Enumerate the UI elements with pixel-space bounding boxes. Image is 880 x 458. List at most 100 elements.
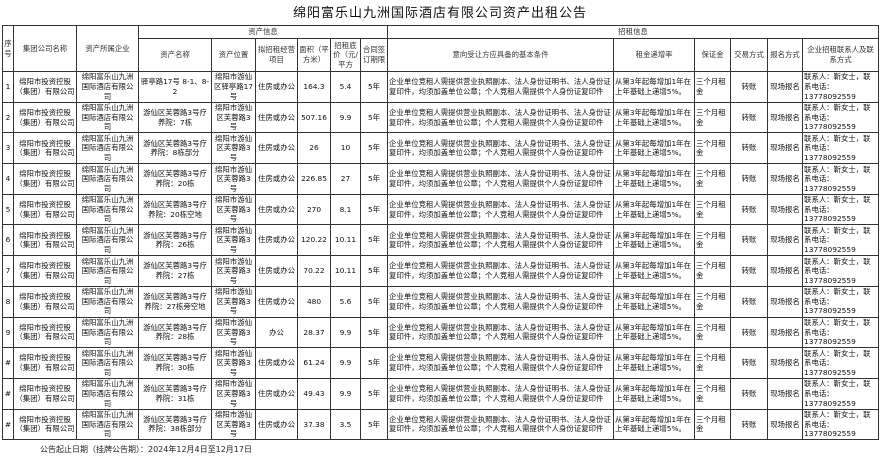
table-row: # 绵阳市投资控股（集团）有限公司 绵阳富乐山九洲国际酒店有限公司 游仙区芙蓉路3号疗… — [2, 377, 880, 410]
cell-deposit: 三个月租金 — [694, 377, 732, 410]
table-row: 4 绵阳市投资控股（集团）有限公司 绵阳富乐山九洲国际酒店有限公司 游仙区芙蓉路3号疗… — [2, 163, 880, 195]
cell-location: 绵阳市游仙区芙蓉路3号 — [211, 316, 256, 349]
cell-growth: 从第3年起每增加1年在上年基础上递增5%。 — [613, 132, 696, 165]
cell-seq: 8 — [2, 285, 14, 318]
cell-name: 游仙区芙蓉路3号疗养院：7栋 — [138, 101, 212, 134]
cell-company: 绵阳富乐山九洲国际酒店有限公司 — [76, 408, 139, 441]
cell-name: 游仙区芙蓉路3号疗养院：27栋 — [138, 255, 212, 287]
cell-deposit: 三个月租金 — [694, 71, 732, 103]
cell-contact: 联系人：靳女士，联系电话：13778092559 — [802, 285, 880, 318]
cell-location: 绵阳市游仙区芙蓉路3号 — [211, 224, 256, 257]
cell-seq: # — [2, 408, 14, 441]
cell-signup: 现场报名 — [767, 255, 804, 287]
cell-price: 8.1 — [330, 193, 361, 226]
cell-group: 绵阳市投资控股（集团）有限公司 — [13, 163, 77, 195]
header-area: 面积（平方米） — [297, 38, 331, 72]
header-asset-name: 资产名称 — [138, 38, 212, 72]
cell-term: 5年 — [359, 316, 389, 349]
cell-conditions: 企业单位竞租人需提供营业执照副本、法人身份证明书、法人身份证复印件，均须加盖单位… — [387, 408, 615, 441]
cell-seq: 5 — [2, 193, 14, 226]
cell-location: 绵阳市游仙区芙蓉路3号 — [211, 408, 256, 441]
cell-company: 绵阳富乐山九洲国际酒店有限公司 — [76, 316, 139, 349]
cell-company: 绵阳富乐山九洲国际酒店有限公司 — [76, 255, 139, 287]
cell-company: 绵阳富乐山九洲国际酒店有限公司 — [76, 101, 139, 134]
table-row: 7 绵阳市投资控股（集团）有限公司 绵阳富乐山九洲国际酒店有限公司 游仙区芙蓉路3号疗… — [2, 255, 880, 287]
cell-deposit: 三个月租金 — [694, 224, 732, 257]
cell-name: 游仙区芙蓉路3号疗养院：20栋 — [138, 163, 212, 195]
header-lease-info: 招租信息 — [387, 25, 880, 39]
table-row: 8 绵阳市投资控股（集团）有限公司 绵阳富乐山九洲国际酒店有限公司 游仙区芙蓉路3号疗… — [2, 285, 880, 318]
cell-growth: 从第3年起每增加1年在上年基础上递增5%。 — [613, 347, 696, 379]
cell-purpose: 住房或办公 — [255, 377, 298, 410]
cell-deposit: 三个月租金 — [694, 163, 732, 195]
cell-location: 绵阳市游仙区芙蓉路3号 — [211, 347, 256, 379]
cell-growth: 从第3年起每增加1年在上年基础上递增5%。 — [613, 224, 696, 257]
cell-company: 绵阳富乐山九洲国际酒店有限公司 — [76, 377, 139, 410]
cell-company: 绵阳富乐山九洲国际酒店有限公司 — [76, 285, 139, 318]
cell-location: 绵阳市游仙区芙蓉路3号 — [211, 163, 256, 195]
cell-trade: 转账 — [730, 285, 769, 318]
cell-term: 5年 — [359, 224, 389, 257]
cell-conditions: 企业单位竞租人需提供营业执照副本、法人身份证明书、法人身份证复印件，均须加盖单位… — [387, 101, 615, 134]
cell-group: 绵阳市投资控股（集团）有限公司 — [13, 224, 77, 257]
cell-group: 绵阳市投资控股（集团）有限公司 — [13, 316, 77, 349]
cell-conditions: 企业单位竞租人需提供营业执照副本、法人身份证明书、法人身份证复印件，均须加盖单位… — [387, 71, 615, 103]
cell-deposit: 三个月租金 — [694, 193, 732, 226]
cell-group: 绵阳市投资控股（集团）有限公司 — [13, 71, 77, 103]
cell-deposit: 三个月租金 — [694, 285, 732, 318]
cell-contact: 联系人：靳女士，联系电话：13778092559 — [802, 316, 880, 349]
cell-purpose: 住房或办公 — [255, 71, 298, 103]
cell-company: 绵阳富乐山九洲国际酒店有限公司 — [76, 163, 139, 195]
cell-signup: 现场报名 — [767, 347, 804, 379]
header-seq: 序号 — [2, 25, 14, 72]
cell-price: 5.6 — [330, 285, 361, 318]
cell-contact: 联系人：靳女士，联系电话：13778092559 — [802, 347, 880, 379]
cell-conditions: 企业单位竞租人需提供营业执照副本、法人身份证明书、法人身份证复印件，均须加盖单位… — [387, 193, 615, 226]
cell-term: 5年 — [359, 347, 389, 379]
cell-term: 5年 — [359, 377, 389, 410]
cell-signup: 现场报名 — [767, 71, 804, 103]
cell-seq: 9 — [2, 316, 14, 349]
cell-seq: 4 — [2, 163, 14, 195]
cell-deposit: 三个月租金 — [694, 408, 732, 441]
cell-conditions: 企业单位竞租人需提供营业执照副本、法人身份证明书、法人身份证复印件，均须加盖单位… — [387, 255, 615, 287]
cell-trade: 转账 — [730, 101, 769, 134]
cell-company: 绵阳富乐山九洲国际酒店有限公司 — [76, 193, 139, 226]
table-row: 6 绵阳市投资控股（集团）有限公司 绵阳富乐山九洲国际酒店有限公司 游仙区芙蓉路3号疗… — [2, 224, 880, 257]
cell-contact: 联系人：靳女士，联系电话：13778092559 — [802, 101, 880, 134]
cell-trade: 转账 — [730, 132, 769, 165]
cell-price: 10.11 — [330, 255, 361, 287]
cell-trade: 转账 — [730, 408, 769, 441]
cell-conditions: 企业单位竞租人需提供营业执照副本、法人身份证明书、法人身份证复印件，均须加盖单位… — [387, 285, 615, 318]
cell-conditions: 企业单位竞租人需提供营业执照副本、法人身份证明书、法人身份证复印件，均须加盖单位… — [387, 377, 615, 410]
cell-price: 3.5 — [330, 408, 361, 441]
cell-company: 绵阳富乐山九洲国际酒店有限公司 — [76, 71, 139, 103]
cell-growth: 从第3年起每增加1年在上年基础上递增5%。 — [613, 408, 696, 441]
cell-name: 游仙区芙蓉路3号疗养院：38栋部分 — [138, 408, 212, 441]
cell-area: 270 — [297, 193, 331, 226]
cell-area: 507.16 — [297, 101, 331, 134]
cell-growth: 从第3年起每增加1年在上年基础上递增5%。 — [613, 255, 696, 287]
cell-location: 绵阳市游仙区芙蓉路3号 — [211, 132, 256, 165]
cell-area: 70.22 — [297, 255, 331, 287]
cell-area: 37.38 — [297, 408, 331, 441]
cell-growth: 从第3年起每增加1年在上年基础上递增5%。 — [613, 163, 696, 195]
cell-trade: 转账 — [730, 316, 769, 349]
cell-growth: 从第3年起每增加1年在上年基础上递增5%。 — [613, 71, 696, 103]
cell-purpose: 办公 — [255, 316, 298, 349]
cell-group: 绵阳市投资控股（集团）有限公司 — [13, 101, 77, 134]
cell-conditions: 企业单位竞租人需提供营业执照副本、法人身份证明书、法人身份证复印件，均须加盖单位… — [387, 316, 615, 349]
cell-deposit: 三个月租金 — [694, 132, 732, 165]
cell-purpose: 住房或办公 — [255, 101, 298, 134]
cell-location: 绵阳市游仙区芙蓉路3号 — [211, 101, 256, 134]
cell-price: 10 — [330, 132, 361, 165]
cell-growth: 从第3年起每增加1年在上年基础上递增5%。 — [613, 101, 696, 134]
cell-price: 10.11 — [330, 224, 361, 257]
cell-signup: 现场报名 — [767, 285, 804, 318]
cell-seq: 1 — [2, 71, 14, 103]
cell-conditions: 企业单位竞租人需提供营业执照副本、法人身份证明书、法人身份证复印件，均须加盖单位… — [387, 163, 615, 195]
header-price: 招租底价（元/平方 — [330, 38, 361, 72]
cell-contact: 联系人：靳女士，联系电话：13778092559 — [802, 408, 880, 441]
cell-trade: 转账 — [730, 255, 769, 287]
cell-company: 绵阳富乐山九洲国际酒店有限公司 — [76, 132, 139, 165]
